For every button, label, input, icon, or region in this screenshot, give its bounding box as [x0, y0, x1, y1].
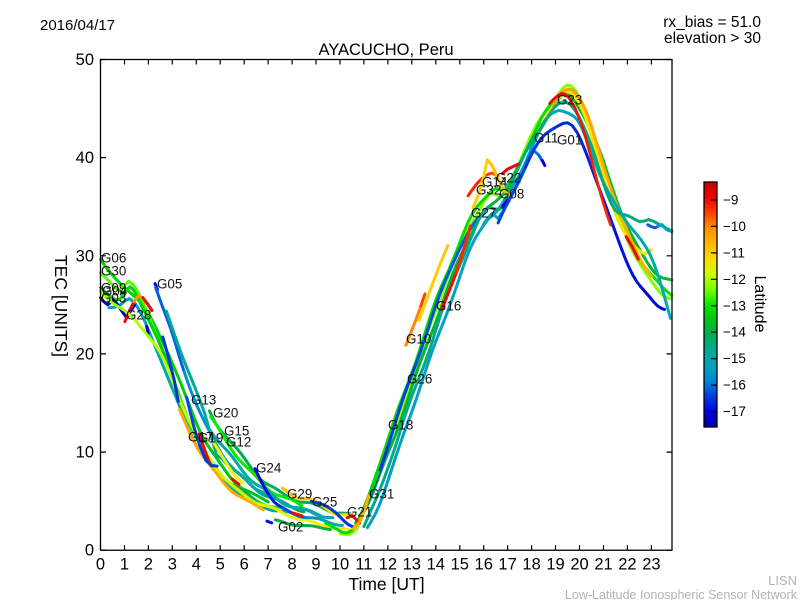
svg-text:5: 5 — [216, 556, 225, 574]
svg-text:G16: G16 — [436, 299, 461, 314]
svg-text:3: 3 — [168, 556, 177, 574]
svg-text:13: 13 — [403, 556, 421, 574]
svg-text:2016/04/17: 2016/04/17 — [40, 17, 115, 34]
svg-text:G29: G29 — [287, 487, 312, 502]
svg-text:−11: −11 — [723, 245, 745, 260]
svg-text:G21: G21 — [347, 505, 372, 520]
svg-text:0: 0 — [85, 542, 94, 560]
svg-text:elevation > 30: elevation > 30 — [664, 30, 761, 47]
svg-text:−17: −17 — [723, 404, 746, 419]
svg-text:20: 20 — [570, 556, 588, 574]
svg-text:AYACUCHO, Peru: AYACUCHO, Peru — [318, 41, 453, 59]
svg-text:Time [UT]: Time [UT] — [348, 574, 424, 594]
svg-text:7: 7 — [264, 556, 273, 574]
svg-text:G01: G01 — [557, 133, 582, 148]
svg-text:−14: −14 — [723, 325, 746, 340]
svg-text:G24: G24 — [256, 461, 282, 476]
svg-text:2: 2 — [144, 556, 153, 574]
svg-text:G23: G23 — [557, 93, 582, 108]
svg-text:10: 10 — [331, 556, 349, 574]
svg-text:TEC [UNITS]: TEC [UNITS] — [51, 255, 71, 357]
svg-text:G02: G02 — [278, 520, 303, 535]
svg-text:G20: G20 — [213, 406, 238, 421]
svg-text:6: 6 — [240, 556, 249, 574]
svg-text:9: 9 — [311, 556, 320, 574]
svg-text:8: 8 — [288, 556, 297, 574]
svg-text:G15: G15 — [224, 424, 249, 439]
svg-text:G09: G09 — [101, 281, 126, 296]
svg-text:G05: G05 — [157, 277, 182, 292]
svg-text:G31: G31 — [369, 487, 394, 502]
svg-text:11: 11 — [355, 556, 372, 574]
svg-text:40: 40 — [76, 149, 94, 167]
svg-text:G28: G28 — [126, 308, 151, 323]
svg-text:30: 30 — [76, 247, 94, 265]
svg-text:G14: G14 — [482, 175, 508, 190]
svg-text:18: 18 — [522, 556, 540, 574]
svg-text:G04: G04 — [102, 284, 128, 299]
svg-text:G18: G18 — [388, 418, 413, 433]
svg-text:G06: G06 — [101, 251, 126, 266]
svg-text:Low-Latitude Ionospheric Senso: Low-Latitude Ionospheric Sensor Network — [565, 588, 798, 600]
svg-text:G25: G25 — [312, 495, 337, 510]
svg-text:17: 17 — [498, 556, 516, 574]
svg-text:G17: G17 — [188, 430, 213, 445]
svg-text:−15: −15 — [723, 351, 746, 366]
svg-text:19: 19 — [546, 556, 564, 574]
svg-text:G27: G27 — [471, 206, 496, 221]
svg-text:G11: G11 — [534, 131, 558, 146]
svg-text:G10: G10 — [406, 332, 431, 347]
svg-text:G19: G19 — [198, 431, 223, 446]
svg-text:Latitude: Latitude — [751, 276, 768, 333]
svg-text:−16: −16 — [723, 378, 746, 393]
svg-text:23: 23 — [642, 556, 660, 574]
svg-text:G22: G22 — [496, 171, 521, 186]
svg-text:−10: −10 — [723, 219, 746, 234]
svg-text:0: 0 — [96, 556, 105, 574]
svg-text:4: 4 — [192, 556, 201, 574]
svg-text:16: 16 — [475, 556, 493, 574]
svg-text:21: 21 — [594, 556, 612, 574]
svg-text:20: 20 — [76, 345, 94, 363]
svg-text:G32: G32 — [476, 183, 501, 198]
svg-text:10: 10 — [76, 444, 94, 462]
svg-text:G03: G03 — [101, 291, 126, 306]
svg-text:−12: −12 — [723, 272, 746, 287]
svg-text:14: 14 — [427, 556, 445, 574]
svg-text:22: 22 — [618, 556, 636, 574]
svg-text:G30: G30 — [101, 264, 126, 279]
svg-text:−9: −9 — [723, 193, 738, 208]
svg-text:1: 1 — [120, 556, 129, 574]
svg-text:G12: G12 — [226, 435, 251, 450]
svg-text:−13: −13 — [723, 298, 746, 313]
svg-text:50: 50 — [76, 51, 94, 69]
svg-text:rx_bias = 51.0: rx_bias = 51.0 — [663, 14, 761, 31]
svg-text:LISN: LISN — [768, 573, 797, 588]
svg-text:15: 15 — [451, 556, 469, 574]
svg-text:12: 12 — [379, 556, 397, 574]
svg-text:G26: G26 — [407, 372, 432, 387]
svg-text:G08: G08 — [499, 187, 524, 202]
svg-text:G13: G13 — [191, 393, 216, 408]
